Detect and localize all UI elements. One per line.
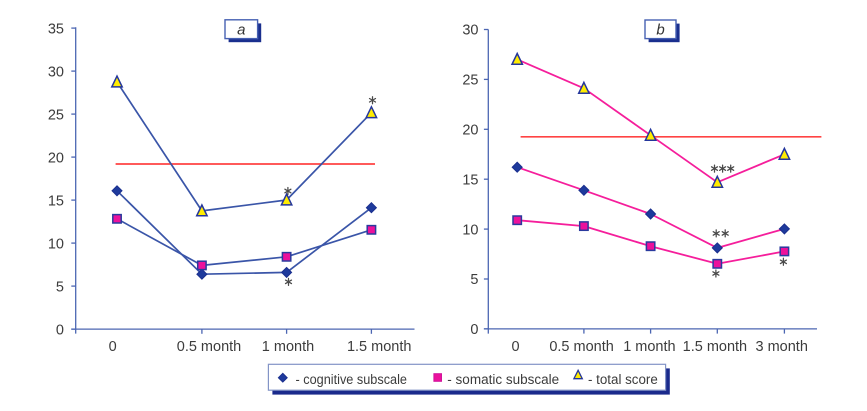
svg-text:10: 10 [462,222,478,238]
svg-text:- cognitive subscale: - cognitive subscale [296,372,408,387]
svg-text:1 month: 1 month [262,339,314,355]
svg-text:25: 25 [48,107,64,123]
svg-text:b: b [656,21,664,38]
svg-text:1.5 month: 1.5 month [683,339,748,355]
svg-text:- somatic subscale: - somatic subscale [447,372,559,387]
svg-text:1.5 month: 1.5 month [347,339,412,355]
svg-text:a: a [237,21,245,38]
svg-text:15: 15 [462,172,478,188]
svg-text:0: 0 [511,339,519,355]
svg-text:0: 0 [109,339,117,355]
svg-text:0: 0 [470,322,478,338]
svg-text:3 month: 3 month [755,339,807,355]
svg-text:20: 20 [462,123,478,139]
svg-text:20: 20 [48,150,64,166]
svg-text:15: 15 [48,193,64,209]
svg-text:35: 35 [48,21,64,37]
svg-text:0.5 month: 0.5 month [549,339,614,355]
svg-text:0: 0 [56,322,64,338]
svg-text:1 month: 1 month [623,339,675,355]
svg-text:30: 30 [462,23,478,39]
svg-text:0.5 month: 0.5 month [177,339,242,355]
svg-text:5: 5 [56,279,64,295]
svg-text:- total score: - total score [588,372,658,387]
svg-text:30: 30 [48,64,64,80]
svg-text:5: 5 [470,272,478,288]
svg-text:10: 10 [48,236,64,252]
svg-text:25: 25 [462,73,478,89]
